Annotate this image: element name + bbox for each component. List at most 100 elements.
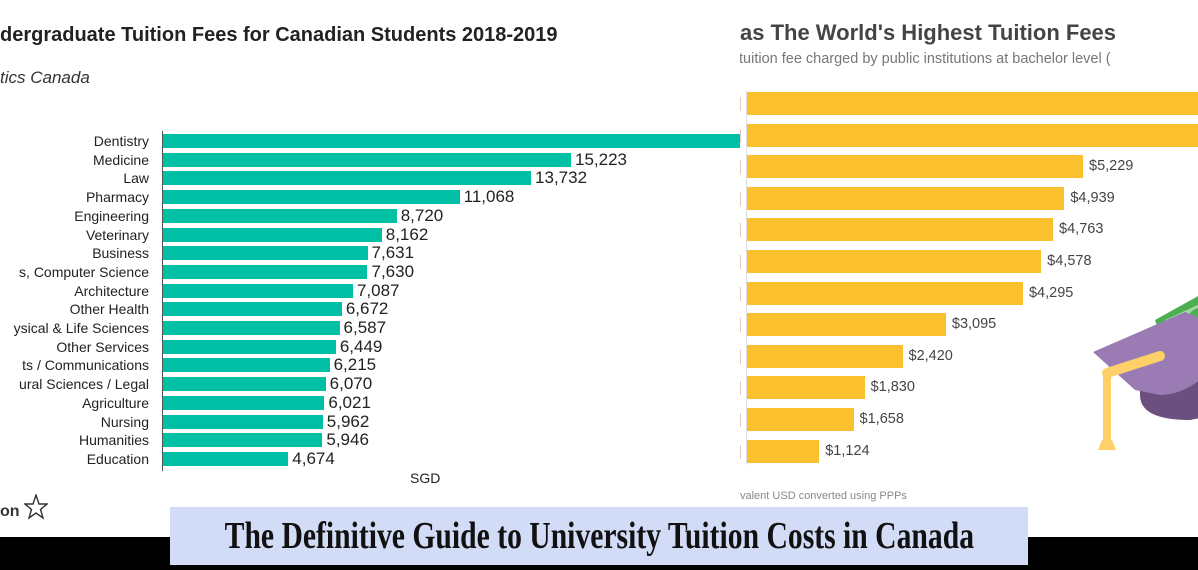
- category-label: ural Sciences / Legal: [19, 376, 149, 393]
- category-label: Other Services: [56, 338, 149, 355]
- y-axis-line: [162, 131, 163, 471]
- category-label: Pharmacy: [85, 189, 149, 206]
- bar: [747, 92, 1198, 115]
- data-label: 5,946: [326, 430, 369, 450]
- x-axis-label: SGD: [410, 470, 441, 486]
- bar: [163, 433, 323, 448]
- bar: [747, 439, 820, 463]
- bar: [747, 155, 1083, 179]
- category-label: Education: [86, 450, 149, 467]
- data-label: $1,124: [825, 442, 870, 459]
- data-label: 7,630: [371, 261, 415, 281]
- category-label: Engineering: [74, 207, 149, 224]
- banner-title: The Definitive Guide to University Tuiti…: [224, 515, 974, 557]
- bar: [163, 414, 323, 429]
- category-tick: [740, 286, 741, 301]
- category-label: Dentistry: [93, 133, 149, 149]
- category-tick: [740, 413, 741, 427]
- category-label: Other Health: [69, 301, 149, 318]
- data-label: $2,420: [908, 347, 953, 364]
- bar: [163, 246, 368, 261]
- category-tick: [740, 160, 741, 175]
- bar: [163, 283, 353, 298]
- category-tick: [740, 128, 741, 143]
- bar: [163, 377, 326, 392]
- data-label: $1,658: [859, 411, 904, 427]
- category-label: ts / Communications: [22, 357, 149, 374]
- bar: [163, 302, 342, 317]
- bar: [163, 358, 330, 373]
- bar: [747, 408, 854, 431]
- category-label: Agriculture: [82, 394, 149, 411]
- data-label: 8,720: [400, 205, 444, 225]
- bar: [747, 281, 1023, 305]
- data-label: $3,095: [951, 316, 997, 333]
- canada-tuition-chart: dergraduate Tuition Fees for Canadian St…: [0, 24, 740, 521]
- category-tick: [740, 191, 741, 206]
- bar: [163, 152, 571, 167]
- data-label: 5,962: [326, 411, 370, 431]
- category-label: Architecture: [74, 282, 149, 299]
- category-tick: [740, 318, 741, 333]
- bar: [163, 264, 368, 279]
- data-label: 11,068: [463, 187, 515, 207]
- data-label: 7,087: [356, 280, 400, 300]
- bar: [747, 123, 1198, 147]
- bar: [747, 250, 1042, 273]
- category-tick: [740, 223, 741, 238]
- bar: [163, 190, 460, 205]
- category-label: Law: [123, 170, 149, 187]
- category-tick: [740, 349, 741, 364]
- category-label: Humanities: [78, 432, 149, 449]
- category-label: Veterinary: [85, 226, 149, 243]
- data-label: 6,215: [333, 355, 377, 375]
- category-tick: [740, 97, 741, 111]
- category-label: Nursing: [100, 413, 149, 430]
- category-label: ysical & Life Sciences: [13, 320, 149, 336]
- bar: [747, 344, 903, 368]
- data-label: 8,162: [385, 224, 429, 244]
- category-label: Medicine: [92, 151, 149, 168]
- category-tick: [740, 444, 741, 459]
- bar: [163, 134, 740, 148]
- bar: [747, 218, 1054, 242]
- brand-logo: on: [0, 492, 49, 521]
- data-label: 15,223: [575, 149, 627, 169]
- data-label: 4,674: [292, 448, 335, 468]
- data-label: 6,672: [345, 299, 389, 319]
- data-label: $4,763: [1059, 221, 1104, 238]
- data-label: 6,449: [339, 336, 383, 356]
- title-banner: The Definitive Guide to University Tuiti…: [170, 507, 1028, 565]
- bar: [163, 171, 532, 186]
- chart-subtitle: tuition fee charged by public institutio…: [740, 51, 1111, 67]
- category-tick: [740, 255, 741, 269]
- y-axis-line: [746, 90, 747, 465]
- chart-note: valent USD converted using PPPs: [740, 490, 907, 502]
- data-label: $4,295: [1028, 284, 1074, 301]
- category-tick: [740, 381, 741, 396]
- bar: [747, 376, 865, 400]
- data-label: 6,587: [343, 318, 387, 337]
- data-label: 6,021: [328, 392, 371, 412]
- data-label: $4,939: [1070, 189, 1115, 206]
- star-icon: [23, 492, 49, 520]
- world-tuition-chart: as The World's Highest Tuition Fees tuit…: [740, 0, 1198, 537]
- data-label: $1,830: [870, 379, 915, 396]
- graduation-cap-icon: [1093, 296, 1198, 450]
- chart-title: dergraduate Tuition Fees for Canadian St…: [0, 24, 558, 46]
- chart-title: as The World's Highest Tuition Fees: [740, 20, 1117, 45]
- bar: [163, 451, 289, 466]
- bar: [163, 339, 336, 354]
- data-label: $5,229: [1089, 158, 1134, 175]
- bar: [163, 395, 325, 410]
- category-label: s, Computer Science: [19, 263, 149, 280]
- data-label: 6,070: [329, 374, 373, 394]
- bar: [163, 227, 382, 242]
- bar: [747, 186, 1065, 210]
- bar: [163, 321, 340, 335]
- data-label: $4,578: [1047, 253, 1092, 269]
- data-label: 7,631: [371, 243, 415, 263]
- data-label: 13,732: [535, 168, 588, 188]
- chart-source: tics Canada: [0, 68, 90, 87]
- bar: [163, 208, 397, 223]
